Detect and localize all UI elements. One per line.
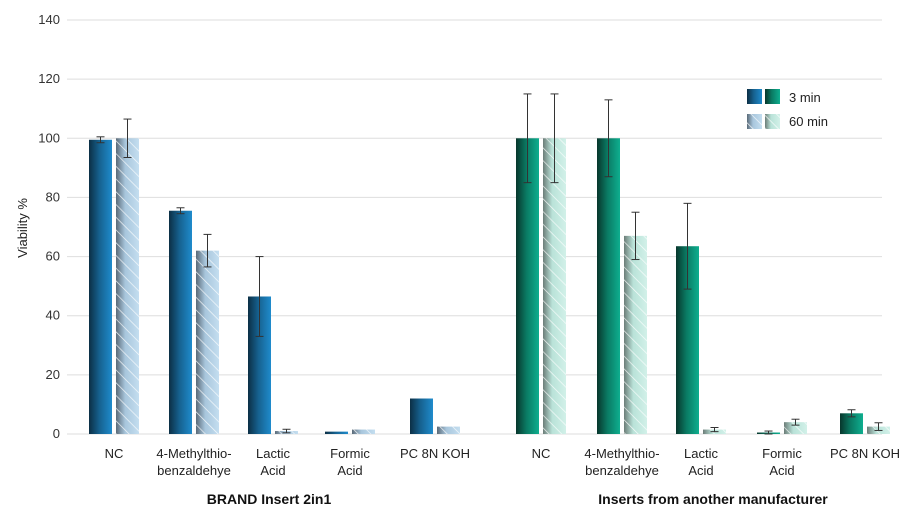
bar-other-3min xyxy=(676,246,699,434)
y-axis-label: Viability % xyxy=(15,198,30,258)
group-label-brand: BRAND Insert 2in1 xyxy=(207,491,332,507)
y-tick-label: 60 xyxy=(46,249,60,264)
category-label: 4-Methylthio- xyxy=(584,446,659,461)
category-label: Lactic xyxy=(256,446,290,461)
bar-other-60min-hatch xyxy=(784,422,807,434)
group-label-other-manufacturer: Inserts from another manufacturer xyxy=(598,491,828,507)
category-label: Acid xyxy=(337,463,362,478)
category-label: Lactic xyxy=(684,446,718,461)
legend-hatch-60min-brand xyxy=(747,114,762,129)
category-label: benzaldehye xyxy=(585,463,659,478)
y-tick-label: 100 xyxy=(38,130,60,145)
bar-other-3min xyxy=(597,138,620,435)
category-label: Acid xyxy=(260,463,285,478)
bar-other-60min-hatch xyxy=(624,235,647,434)
legend: 3 min 60 min xyxy=(747,89,828,129)
legend-hatch-60min-other xyxy=(765,114,780,129)
y-tick-labels: 0 20 40 60 80 100 120 140 xyxy=(38,12,60,441)
category-label: Formic xyxy=(762,446,802,461)
bars xyxy=(89,138,890,435)
category-label: Formic xyxy=(330,446,370,461)
bar-brand-60min-hatch xyxy=(437,426,460,434)
bar-other-60min-hatch xyxy=(543,138,566,435)
y-tick-label: 120 xyxy=(38,71,60,86)
y-tick-label: 80 xyxy=(46,189,60,204)
category-label: PC 8N KOH xyxy=(830,446,900,461)
legend-swatch-3min-other xyxy=(765,89,780,104)
legend-label-3min: 3 min xyxy=(789,90,821,105)
category-label: benzaldehye xyxy=(157,463,231,478)
category-label: NC xyxy=(105,446,124,461)
bar-brand-3min xyxy=(410,398,433,434)
category-label: NC xyxy=(532,446,551,461)
legend-swatch-3min-brand xyxy=(747,89,762,104)
bar-brand-60min-hatch xyxy=(116,138,139,435)
bar-brand-3min xyxy=(89,139,112,434)
y-tick-label: 40 xyxy=(46,308,60,323)
category-label: PC 8N KOH xyxy=(400,446,470,461)
bar-other-3min xyxy=(840,413,863,434)
bar-brand-60min-hatch xyxy=(352,429,375,434)
legend-label-60min: 60 min xyxy=(789,114,828,129)
y-tick-label: 0 xyxy=(53,426,60,441)
error-bars xyxy=(96,93,883,435)
bar-brand-3min xyxy=(169,210,192,434)
category-label: 4-Methylthio- xyxy=(156,446,231,461)
bar-brand-3min xyxy=(325,431,348,434)
bar-other-3min xyxy=(516,138,539,435)
bar-brand-60min-hatch xyxy=(196,250,219,434)
category-label: Acid xyxy=(769,463,794,478)
category-labels: NC 4-Methylthio-benzaldehye Lactic Acid Form… xyxy=(105,446,900,478)
y-tick-label: 140 xyxy=(38,12,60,27)
bar-brand-3min xyxy=(248,296,271,434)
y-tick-label: 20 xyxy=(46,367,60,382)
category-label: Acid xyxy=(688,463,713,478)
